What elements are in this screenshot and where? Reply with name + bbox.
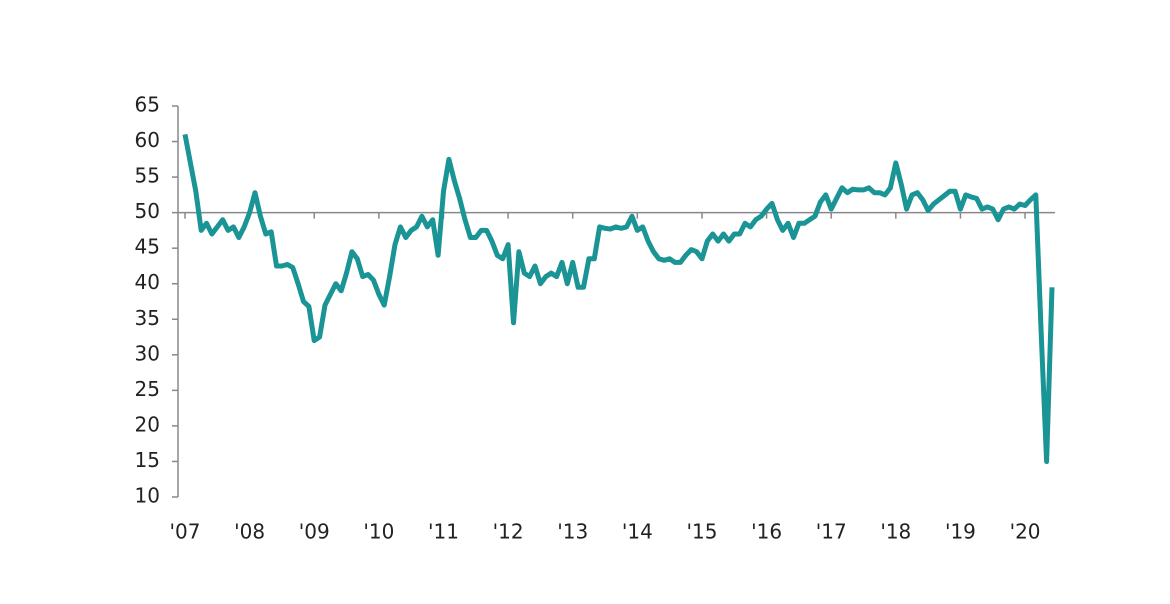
x-tick-label: '07 bbox=[170, 520, 201, 544]
x-tick-label: '10 bbox=[363, 520, 394, 544]
x-tick-label: '08 bbox=[234, 520, 265, 544]
x-tick-label: '18 bbox=[880, 520, 911, 544]
x-tick-label: '15 bbox=[686, 520, 717, 544]
y-tick-label: 65 bbox=[135, 93, 160, 117]
x-tick-label: '20 bbox=[1010, 520, 1041, 544]
y-tick-label: 20 bbox=[135, 412, 160, 436]
data-line bbox=[182, 133, 1055, 464]
x-tick-label: '12 bbox=[493, 520, 524, 544]
x-tick-label: '13 bbox=[557, 520, 588, 544]
y-tick-label: 10 bbox=[135, 484, 160, 508]
x-tick-label: '19 bbox=[945, 520, 976, 544]
x-tick-label: '17 bbox=[816, 520, 847, 544]
y-tick-label: 30 bbox=[135, 341, 160, 365]
y-tick-label: 15 bbox=[135, 448, 160, 472]
y-tick-label: 55 bbox=[135, 164, 160, 188]
x-tick-label: '16 bbox=[751, 520, 782, 544]
x-tick-label: '09 bbox=[299, 520, 330, 544]
x-tick-label: '14 bbox=[622, 520, 653, 544]
y-tick-label: 25 bbox=[135, 377, 160, 401]
y-tick-label: 45 bbox=[135, 235, 160, 259]
x-tick-label: '11 bbox=[428, 520, 459, 544]
y-tick-label: 35 bbox=[135, 306, 160, 330]
y-tick-label: 50 bbox=[135, 199, 160, 223]
y-tick-label: 60 bbox=[135, 128, 160, 152]
y-tick-label: 40 bbox=[135, 270, 160, 294]
